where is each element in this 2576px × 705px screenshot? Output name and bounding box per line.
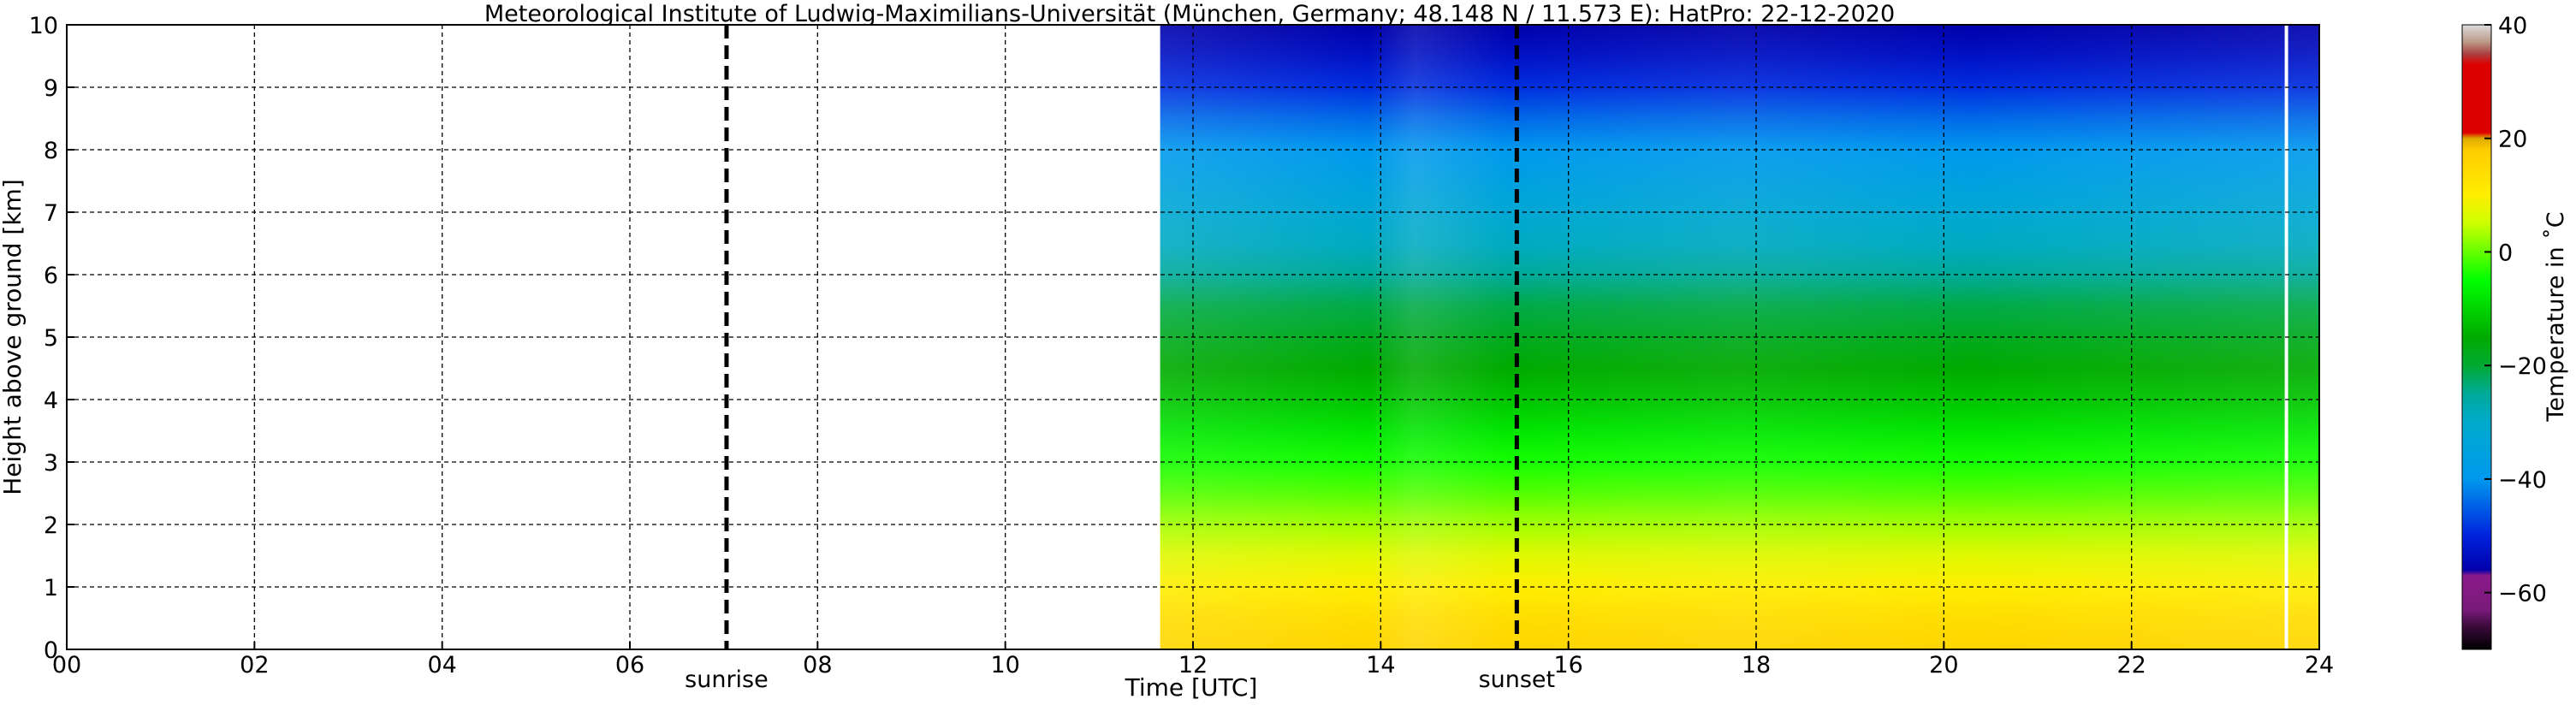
- y-tick-label: 4: [44, 388, 58, 414]
- x-tick-label: 22: [2116, 652, 2146, 678]
- colorbar-tick-label: −60: [2498, 581, 2547, 607]
- y-axis-ticks: 0 1 2 3 4 5 6 7 8 9 10: [29, 13, 74, 664]
- x-tick-label: 06: [615, 652, 644, 678]
- plot-area: [66, 24, 2320, 650]
- y-tick-label: 9: [44, 75, 58, 102]
- y-tick-label: 5: [44, 325, 58, 352]
- colorbar-label: Temperature in ˚C: [2543, 211, 2569, 422]
- colorbar-tick-label: 40: [2498, 13, 2527, 39]
- y-axis-label: Height above ground [km]: [0, 179, 27, 495]
- sunset-label: sunset: [1479, 666, 1556, 693]
- y-tick-label: 10: [29, 13, 58, 39]
- colorbar-ticks: 40 20 0 −20 −40 −60: [2484, 13, 2547, 607]
- x-tick-label: 12: [1178, 652, 1208, 678]
- colorbar: 40 20 0 −20 −40 −60 Temperature in ˚C: [2461, 13, 2569, 650]
- grid-lines: [67, 25, 2319, 649]
- x-axis-ticks: 00 02 04 06 08 10 12 14 16 18 20 22 24: [52, 642, 2334, 678]
- annotation-labels: sunrise sunset: [685, 666, 1555, 693]
- y-tick-label: 8: [44, 138, 58, 164]
- x-tick-label: 16: [1553, 652, 1582, 678]
- x-tick-label: 20: [1929, 652, 1958, 678]
- x-tick-label: 24: [2305, 652, 2334, 678]
- x-tick-label: 00: [52, 652, 81, 678]
- colorbar-tick-label: 0: [2498, 240, 2513, 266]
- x-tick-label: 18: [1742, 652, 1771, 678]
- y-tick-label: 0: [44, 637, 58, 664]
- y-tick-label: 2: [44, 512, 58, 539]
- sunrise-label: sunrise: [685, 666, 769, 693]
- x-tick-label: 14: [1366, 652, 1395, 678]
- x-tick-label: 04: [427, 652, 456, 678]
- y-tick-label: 7: [44, 200, 58, 227]
- y-tick-label: 1: [44, 575, 58, 601]
- y-tick-label: 3: [44, 450, 58, 477]
- x-tick-label: 02: [240, 652, 269, 678]
- y-tick-label: 6: [44, 263, 58, 289]
- colorbar-tick-label: −20: [2498, 353, 2547, 380]
- x-axis-label: Time [UTC]: [1125, 673, 1258, 702]
- x-tick-label: 08: [803, 652, 832, 678]
- colorbar-gradient: [2461, 24, 2492, 650]
- colorbar-tick-label: −40: [2498, 467, 2547, 494]
- x-tick-label: 10: [990, 652, 1019, 678]
- colorbar-tick-label: 20: [2498, 127, 2527, 153]
- annotation-lines: [724, 25, 1519, 649]
- chart-title: Meteorological Institute of Ludwig-Maxim…: [484, 1, 1895, 27]
